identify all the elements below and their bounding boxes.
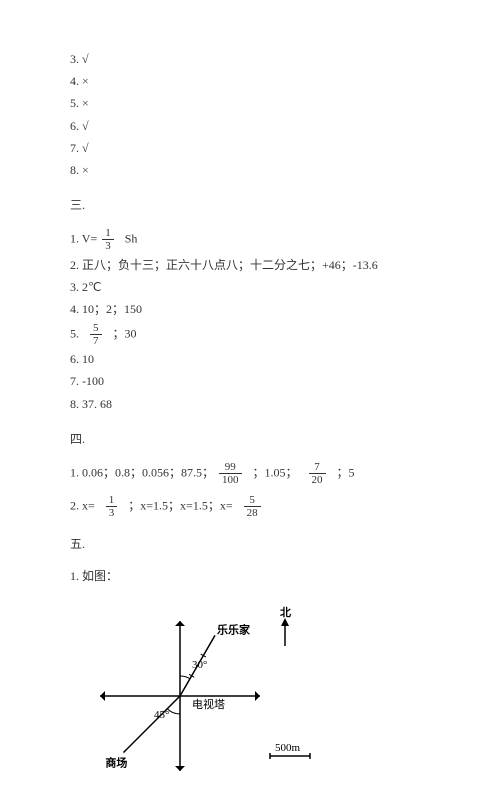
section-5-header: 五. [70,535,430,554]
sec5-item1: 1. 如图： [70,567,430,586]
svg-text:30°: 30° [192,659,207,671]
sec3-item4: 4. 10；2；150 [70,300,430,319]
section-3-header: 三. [70,196,430,215]
direction-diagram: 乐乐家 30° 45° 电视塔商场 北 500m [80,606,430,790]
svg-text:电视塔: 电视塔 [192,697,225,711]
sec3-item8: 8. 37. 68 [70,395,430,414]
sec3-item1: 1. V= 13 Sh [70,227,430,252]
section-4-header: 四. [70,430,430,449]
tf-item: 3. √ [70,50,430,69]
sec4-item2: 2. x= 13 ；x=1.5；x=1.5；x= 528 [70,494,430,519]
sec3-item5: 5. 57 ；30 [70,322,430,347]
sec4-item1: 1. 0.06；0.8；0.056；87.5； 99100 ；1.05； 720… [70,461,430,486]
svg-text:45°: 45° [154,709,169,721]
sec3-item3: 3. 2℃ [70,278,430,297]
tf-item: 5. × [70,94,430,113]
svg-text:乐乐家: 乐乐家 [217,622,251,636]
tf-item: 8. × [70,161,430,180]
tf-item: 6. √ [70,117,430,136]
svg-text:500m: 500m [275,742,301,754]
sec3-item6: 6. 10 [70,350,430,369]
sec3-item2: 2. 正八；负十三；正六十八点八；十二分之七；+46；-13.6 [70,256,430,275]
svg-text:北: 北 [280,606,291,619]
sec3-item7: 7. -100 [70,372,430,391]
svg-text:商场: 商场 [105,755,127,769]
tf-item: 4. × [70,72,430,91]
tf-item: 7. √ [70,139,430,158]
